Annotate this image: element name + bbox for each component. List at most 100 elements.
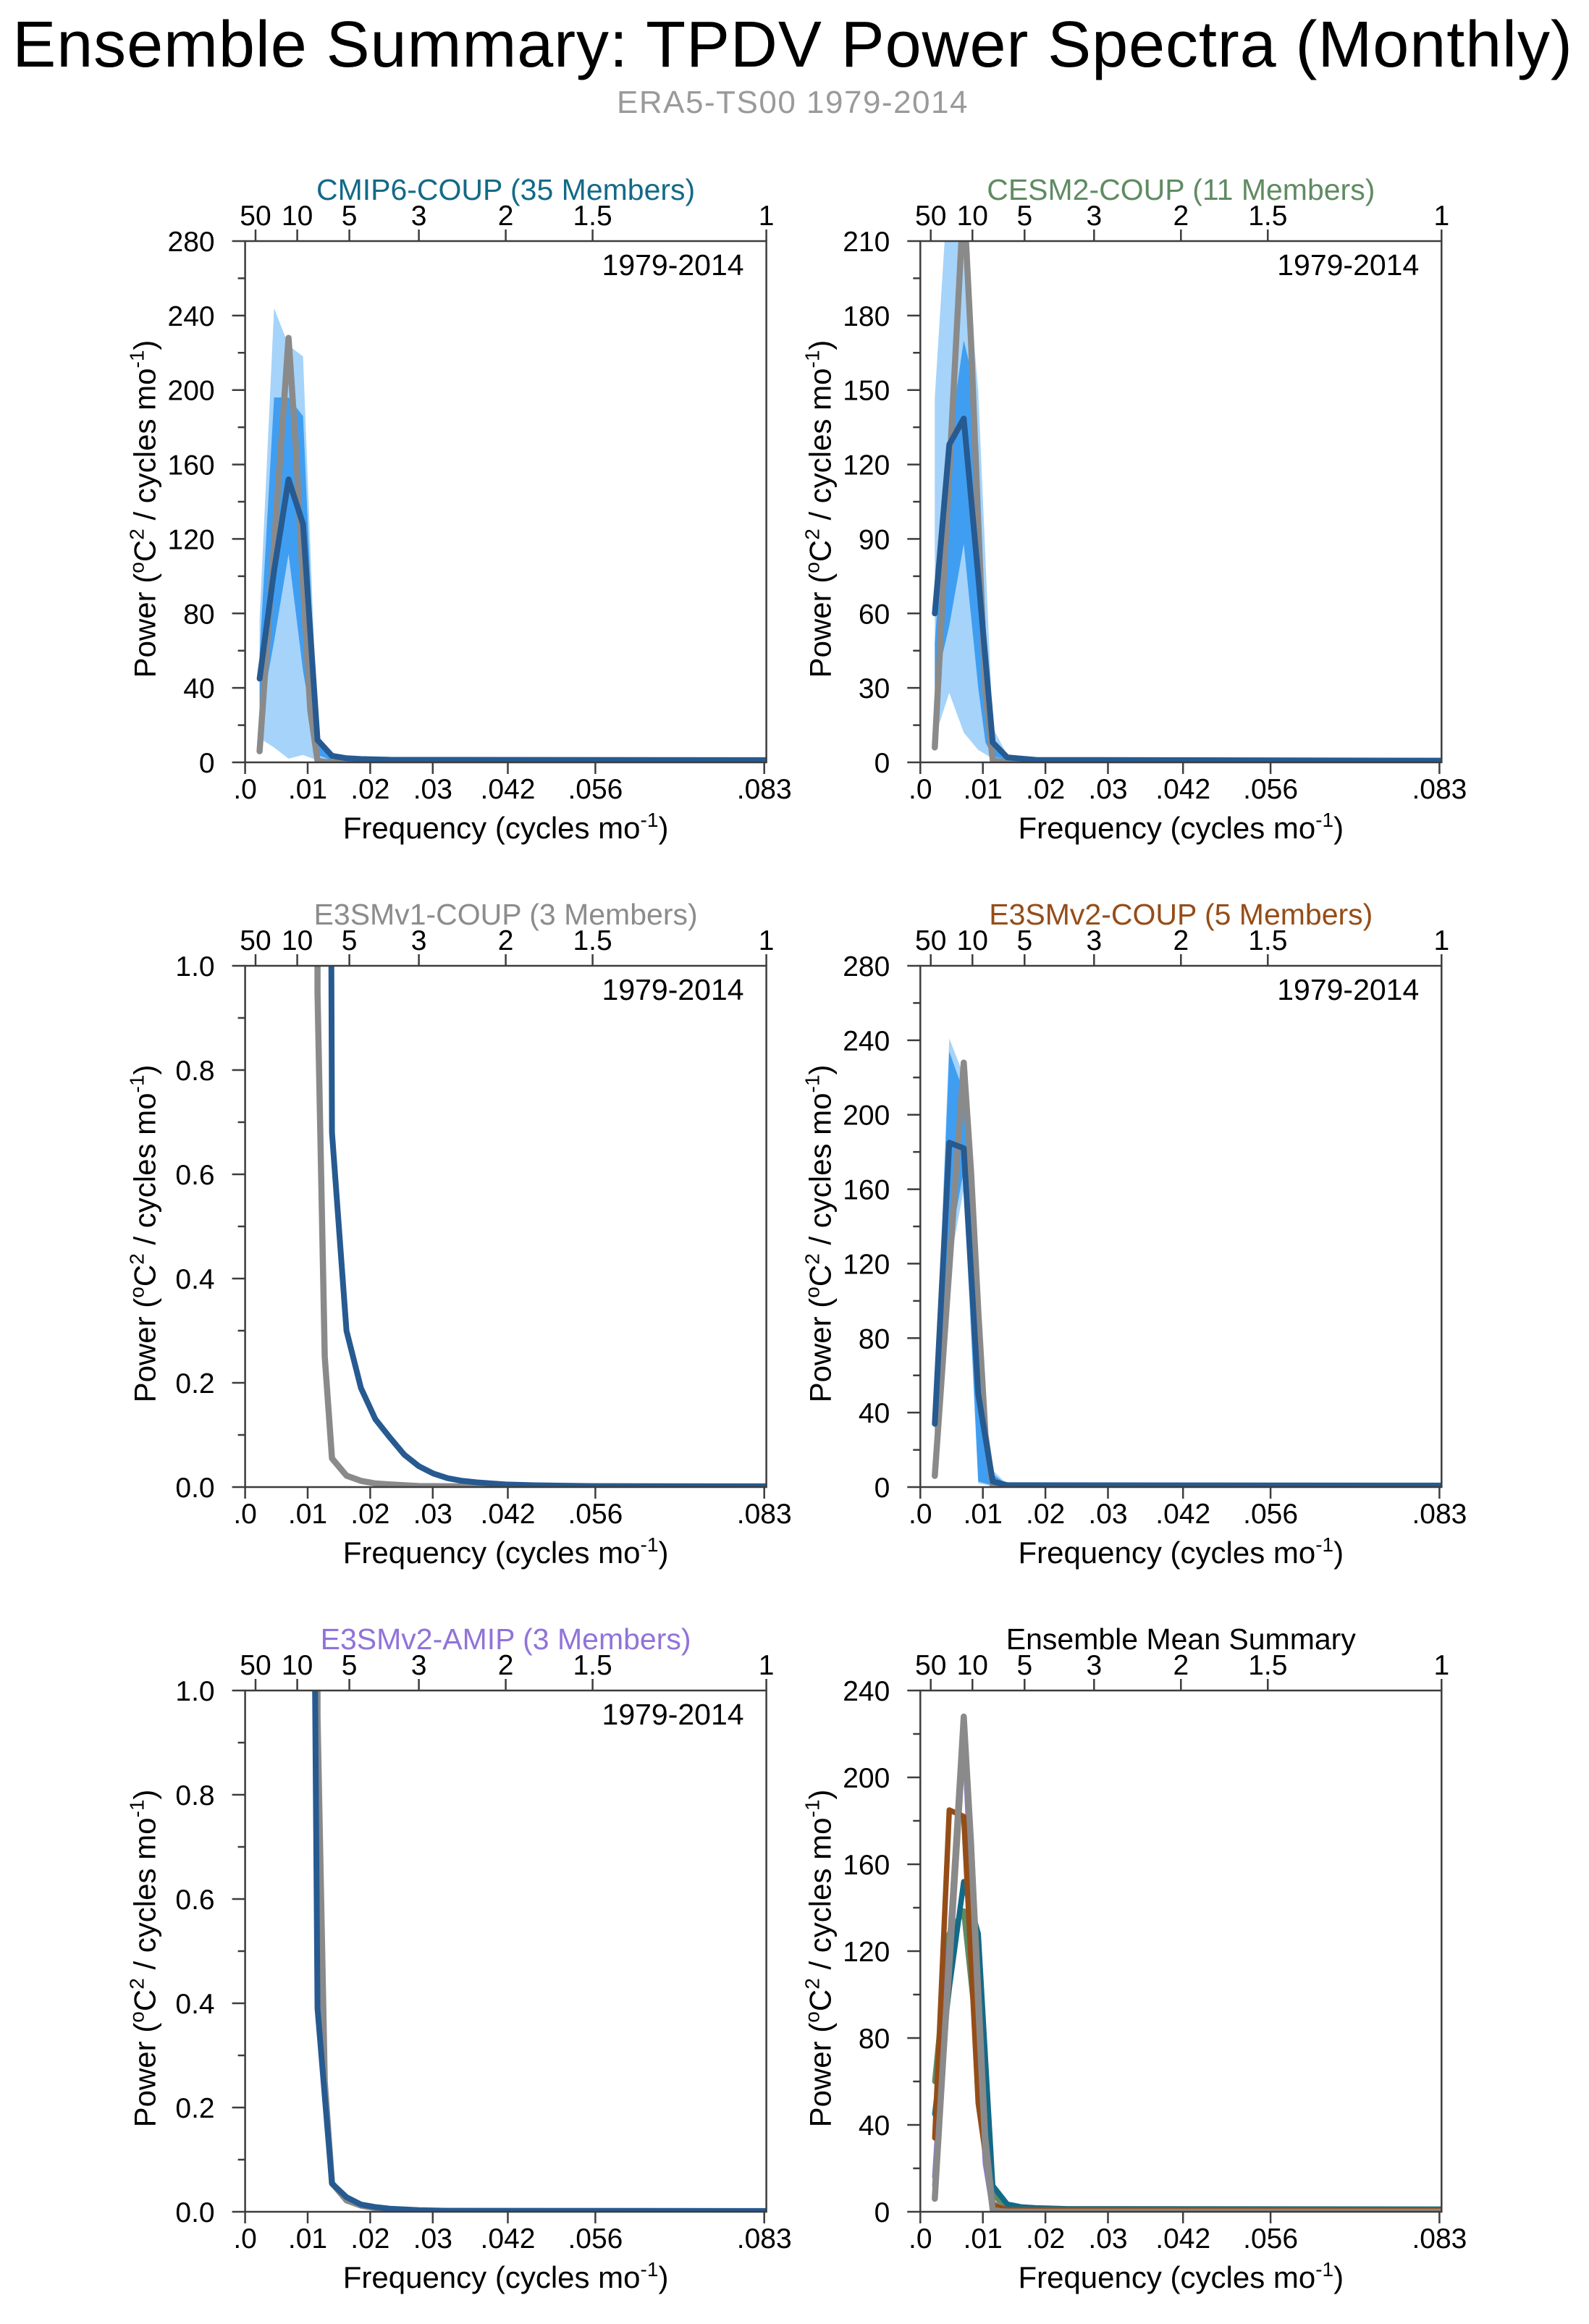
svg-text:0: 0: [874, 748, 890, 779]
svg-text:.02: .02: [350, 774, 389, 805]
svg-text:.083: .083: [1412, 774, 1467, 805]
svg-text:90: 90: [859, 524, 890, 555]
svg-text:50: 50: [240, 925, 271, 956]
svg-text:1979-2014: 1979-2014: [1277, 973, 1419, 1006]
svg-text:Frequency (cycles mo-1): Frequency (cycles mo-1): [1018, 1533, 1344, 1570]
svg-text:Power (oC2 / cycles mo-1): Power (oC2 / cycles mo-1): [801, 1065, 837, 1403]
svg-text:80: 80: [859, 2024, 890, 2055]
svg-text:Frequency (cycles mo-1): Frequency (cycles mo-1): [1018, 2258, 1344, 2294]
svg-text:5: 5: [1016, 1650, 1032, 1681]
svg-text:CESM2-COUP (11 Members): CESM2-COUP (11 Members): [987, 173, 1375, 206]
svg-text:.03: .03: [1088, 2223, 1127, 2254]
svg-text:0.2: 0.2: [175, 2093, 214, 2124]
svg-text:Ensemble Summary: TPDV Power S: Ensemble Summary: TPDV Power Spectra (Mo…: [12, 9, 1572, 81]
svg-text:2: 2: [498, 925, 514, 956]
svg-text:1979-2014: 1979-2014: [602, 248, 744, 282]
svg-text:0.0: 0.0: [175, 1473, 214, 1504]
svg-text:0.2: 0.2: [175, 1368, 214, 1399]
svg-text:Frequency (cycles mo-1): Frequency (cycles mo-1): [343, 2258, 669, 2294]
svg-text:.02: .02: [350, 2223, 389, 2254]
svg-text:2: 2: [498, 201, 514, 232]
svg-text:5: 5: [1016, 925, 1032, 956]
svg-text:.01: .01: [288, 2223, 327, 2254]
svg-text:240: 240: [168, 301, 215, 332]
svg-text:5: 5: [1016, 201, 1032, 232]
svg-text:.0: .0: [233, 2223, 257, 2254]
svg-text:1.5: 1.5: [1248, 201, 1287, 232]
svg-text:.01: .01: [964, 2223, 1003, 2254]
svg-text:1: 1: [759, 1650, 775, 1681]
svg-text:.083: .083: [1412, 1499, 1467, 1530]
svg-text:Power (oC2 / cycles mo-1): Power (oC2 / cycles mo-1): [801, 340, 837, 678]
svg-text:280: 280: [168, 227, 215, 258]
svg-text:.0: .0: [909, 1499, 932, 1530]
svg-text:1.5: 1.5: [1248, 925, 1287, 956]
svg-text:1979-2014: 1979-2014: [602, 973, 744, 1006]
svg-text:.042: .042: [481, 1499, 536, 1530]
svg-text:200: 200: [843, 1763, 890, 1794]
svg-text:Ensemble Mean Summary: Ensemble Mean Summary: [1006, 1622, 1357, 1656]
svg-text:50: 50: [915, 925, 946, 956]
svg-text:1: 1: [1433, 1650, 1449, 1681]
svg-text:120: 120: [843, 1937, 890, 1968]
svg-text:.083: .083: [1412, 2223, 1467, 2254]
svg-text:0: 0: [874, 1473, 890, 1504]
svg-text:.083: .083: [737, 2223, 792, 2254]
svg-text:0.6: 0.6: [175, 1885, 214, 1916]
svg-text:.056: .056: [1243, 2223, 1298, 2254]
svg-text:2: 2: [1173, 1650, 1189, 1681]
svg-text:.056: .056: [568, 1499, 623, 1530]
svg-text:.083: .083: [737, 1499, 792, 1530]
svg-text:50: 50: [915, 201, 946, 232]
svg-text:.02: .02: [350, 1499, 389, 1530]
svg-text:0: 0: [874, 2197, 890, 2228]
svg-text:280: 280: [843, 951, 890, 982]
svg-text:240: 240: [843, 1026, 890, 1057]
svg-text:Power (oC2 / cycles mo-1): Power (oC2 / cycles mo-1): [126, 340, 162, 678]
svg-text:0: 0: [199, 748, 215, 779]
svg-text:.03: .03: [1088, 1499, 1127, 1530]
svg-text:.03: .03: [413, 1499, 452, 1530]
svg-text:200: 200: [168, 376, 215, 407]
svg-text:60: 60: [859, 599, 890, 630]
svg-text:.056: .056: [1243, 1499, 1298, 1530]
svg-text:Power (oC2 / cycles mo-1): Power (oC2 / cycles mo-1): [801, 1790, 837, 2128]
svg-text:5: 5: [342, 925, 358, 956]
svg-text:.03: .03: [413, 2223, 452, 2254]
svg-text:1.0: 1.0: [175, 1676, 214, 1707]
svg-text:40: 40: [859, 1398, 890, 1429]
svg-text:.0: .0: [909, 2223, 932, 2254]
svg-text:210: 210: [843, 227, 890, 258]
svg-text:.042: .042: [481, 774, 536, 805]
svg-text:200: 200: [843, 1100, 890, 1132]
svg-text:.01: .01: [964, 1499, 1003, 1530]
svg-text:.01: .01: [964, 774, 1003, 805]
svg-text:0.6: 0.6: [175, 1160, 214, 1191]
svg-text:E3SMv2-AMIP (3 Members): E3SMv2-AMIP (3 Members): [321, 1622, 691, 1656]
svg-text:1.5: 1.5: [573, 201, 612, 232]
svg-text:.042: .042: [1155, 774, 1210, 805]
svg-text:50: 50: [915, 1650, 946, 1681]
svg-text:5: 5: [342, 201, 358, 232]
svg-text:.042: .042: [1155, 2223, 1210, 2254]
svg-text:3: 3: [1086, 925, 1102, 956]
svg-text:240: 240: [843, 1676, 890, 1707]
svg-text:.042: .042: [481, 2223, 536, 2254]
svg-text:10: 10: [282, 925, 313, 956]
svg-text:120: 120: [843, 450, 890, 481]
svg-text:120: 120: [843, 1249, 890, 1280]
svg-text:0.8: 0.8: [175, 1056, 214, 1087]
svg-text:.0: .0: [233, 1499, 257, 1530]
svg-text:3: 3: [1086, 201, 1102, 232]
svg-text:.03: .03: [413, 774, 452, 805]
svg-text:1: 1: [759, 201, 775, 232]
svg-text:50: 50: [240, 1650, 271, 1681]
svg-text:E3SMv2-COUP (5 Members): E3SMv2-COUP (5 Members): [989, 898, 1373, 931]
svg-text:CMIP6-COUP (35 Members): CMIP6-COUP (35 Members): [316, 173, 695, 206]
svg-text:1: 1: [759, 925, 775, 956]
svg-text:3: 3: [411, 925, 427, 956]
svg-text:10: 10: [282, 1650, 313, 1681]
svg-text:.056: .056: [1243, 774, 1298, 805]
svg-text:40: 40: [859, 2110, 890, 2142]
svg-text:160: 160: [843, 1850, 890, 1881]
